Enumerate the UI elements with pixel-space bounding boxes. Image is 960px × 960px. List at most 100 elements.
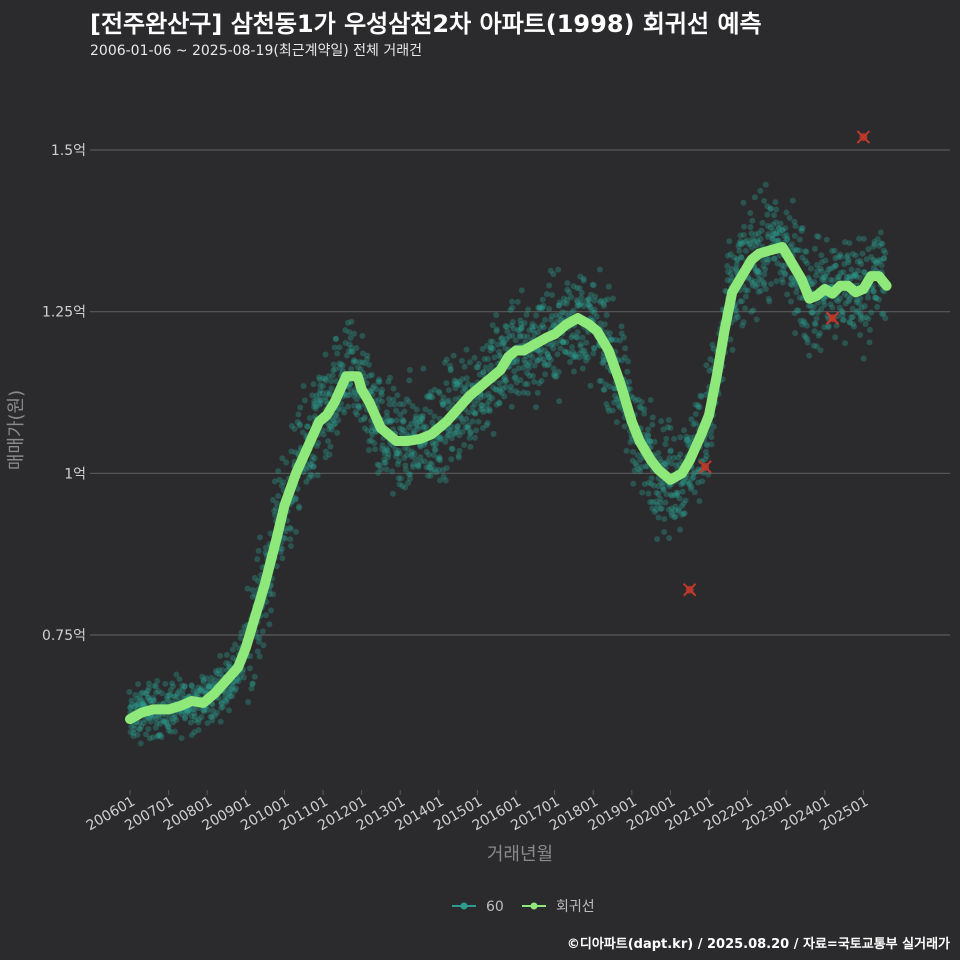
scatter-point: [764, 211, 771, 218]
scatter-point: [311, 403, 318, 410]
scatter-point: [218, 700, 225, 707]
scatter-point: [150, 694, 157, 701]
scatter-point: [805, 302, 812, 309]
scatter-point: [605, 283, 612, 290]
scatter-point: [655, 449, 662, 456]
scatter-point: [169, 680, 176, 687]
scatter-point: [283, 459, 290, 466]
scatter-point: [256, 653, 263, 660]
scatter-point: [191, 706, 198, 713]
scatter-point: [354, 364, 361, 371]
scatter-point: [138, 723, 145, 730]
scatter-point: [589, 281, 596, 288]
scatter-point: [752, 283, 759, 290]
outlier-point: [682, 583, 697, 597]
scatter-point: [438, 435, 445, 442]
scatter-point: [755, 230, 762, 237]
scatter-point: [784, 235, 791, 242]
scatter-point: [579, 334, 586, 341]
scatter-point: [633, 462, 640, 469]
scatter-point: [251, 575, 258, 582]
scatter-point: [641, 406, 648, 413]
scatter-point: [273, 500, 280, 507]
scatter-point: [179, 686, 186, 693]
scatter-point: [645, 432, 652, 439]
scatter-point: [223, 651, 230, 658]
scatter-point: [296, 504, 303, 511]
scatter-point: [658, 418, 665, 425]
scatter-point: [681, 510, 688, 517]
scatter-point: [577, 350, 584, 357]
scatter-point: [679, 480, 686, 487]
scatter-point: [208, 674, 215, 681]
scatter-point: [781, 233, 788, 240]
scatter-point: [524, 369, 531, 376]
scatter-point: [391, 401, 398, 408]
scatter-point: [734, 314, 741, 321]
scatter-point: [407, 475, 414, 482]
scatter-point: [747, 224, 754, 231]
scatter-point: [825, 324, 832, 331]
scatter-point: [870, 265, 877, 272]
scatter-point: [287, 525, 294, 532]
scatter-point: [582, 351, 589, 358]
scatter-point: [564, 349, 571, 356]
scatter-point: [200, 707, 207, 714]
scatter-point: [365, 447, 372, 454]
scatter-point: [176, 688, 183, 695]
scatter-point: [583, 357, 590, 364]
scatter-point: [766, 298, 773, 305]
scatter-point: [467, 430, 474, 437]
scatter-point: [196, 687, 203, 694]
scatter-point: [369, 384, 376, 391]
scatter-point: [549, 340, 556, 347]
scatter-point: [685, 481, 692, 488]
scatter-point: [415, 462, 422, 469]
scatter-point: [677, 526, 684, 533]
scatter-point: [171, 714, 178, 721]
scatter-point: [653, 489, 660, 496]
scatter-point: [773, 238, 780, 245]
scatter-point: [661, 515, 668, 522]
scatter-point: [496, 380, 503, 387]
scatter-point: [425, 451, 432, 458]
scatter-point: [668, 509, 675, 516]
scatter-point: [475, 418, 482, 425]
scatter-point: [350, 359, 357, 366]
scatter-point: [357, 416, 364, 423]
scatter-point: [802, 257, 809, 264]
scatter-point: [863, 314, 870, 321]
scatter-point: [674, 492, 681, 499]
scatter-point: [181, 683, 188, 690]
scatter-point: [538, 377, 545, 384]
scatter-point: [510, 325, 517, 332]
scatter-point: [783, 209, 790, 216]
scatter-point: [425, 472, 432, 479]
scatter-point: [347, 334, 354, 341]
scatter-point: [770, 221, 777, 228]
scatter-point: [316, 374, 323, 381]
scatter-point: [361, 360, 368, 367]
scatter-point: [570, 354, 577, 361]
scatter-point: [157, 732, 164, 739]
scatter-point: [666, 455, 673, 462]
scatter-point: [796, 247, 803, 254]
scatter-point: [576, 354, 583, 361]
scatter-point: [847, 319, 854, 326]
scatter-point: [292, 496, 299, 503]
scatter-point: [508, 403, 515, 410]
scatter-point: [326, 422, 333, 429]
scatter-point: [217, 718, 224, 725]
scatter-point: [809, 309, 816, 316]
scatter-point: [784, 291, 791, 298]
scatter-point: [841, 291, 848, 298]
scatter-point: [788, 274, 795, 281]
scatter-point: [303, 423, 310, 430]
scatter-point: [590, 350, 597, 357]
scatter-point: [209, 717, 216, 724]
scatter-point: [697, 392, 704, 399]
scatter-point: [146, 715, 153, 722]
scatter-point: [574, 285, 581, 292]
scatter-point: [388, 417, 395, 424]
scatter-point: [605, 407, 612, 414]
